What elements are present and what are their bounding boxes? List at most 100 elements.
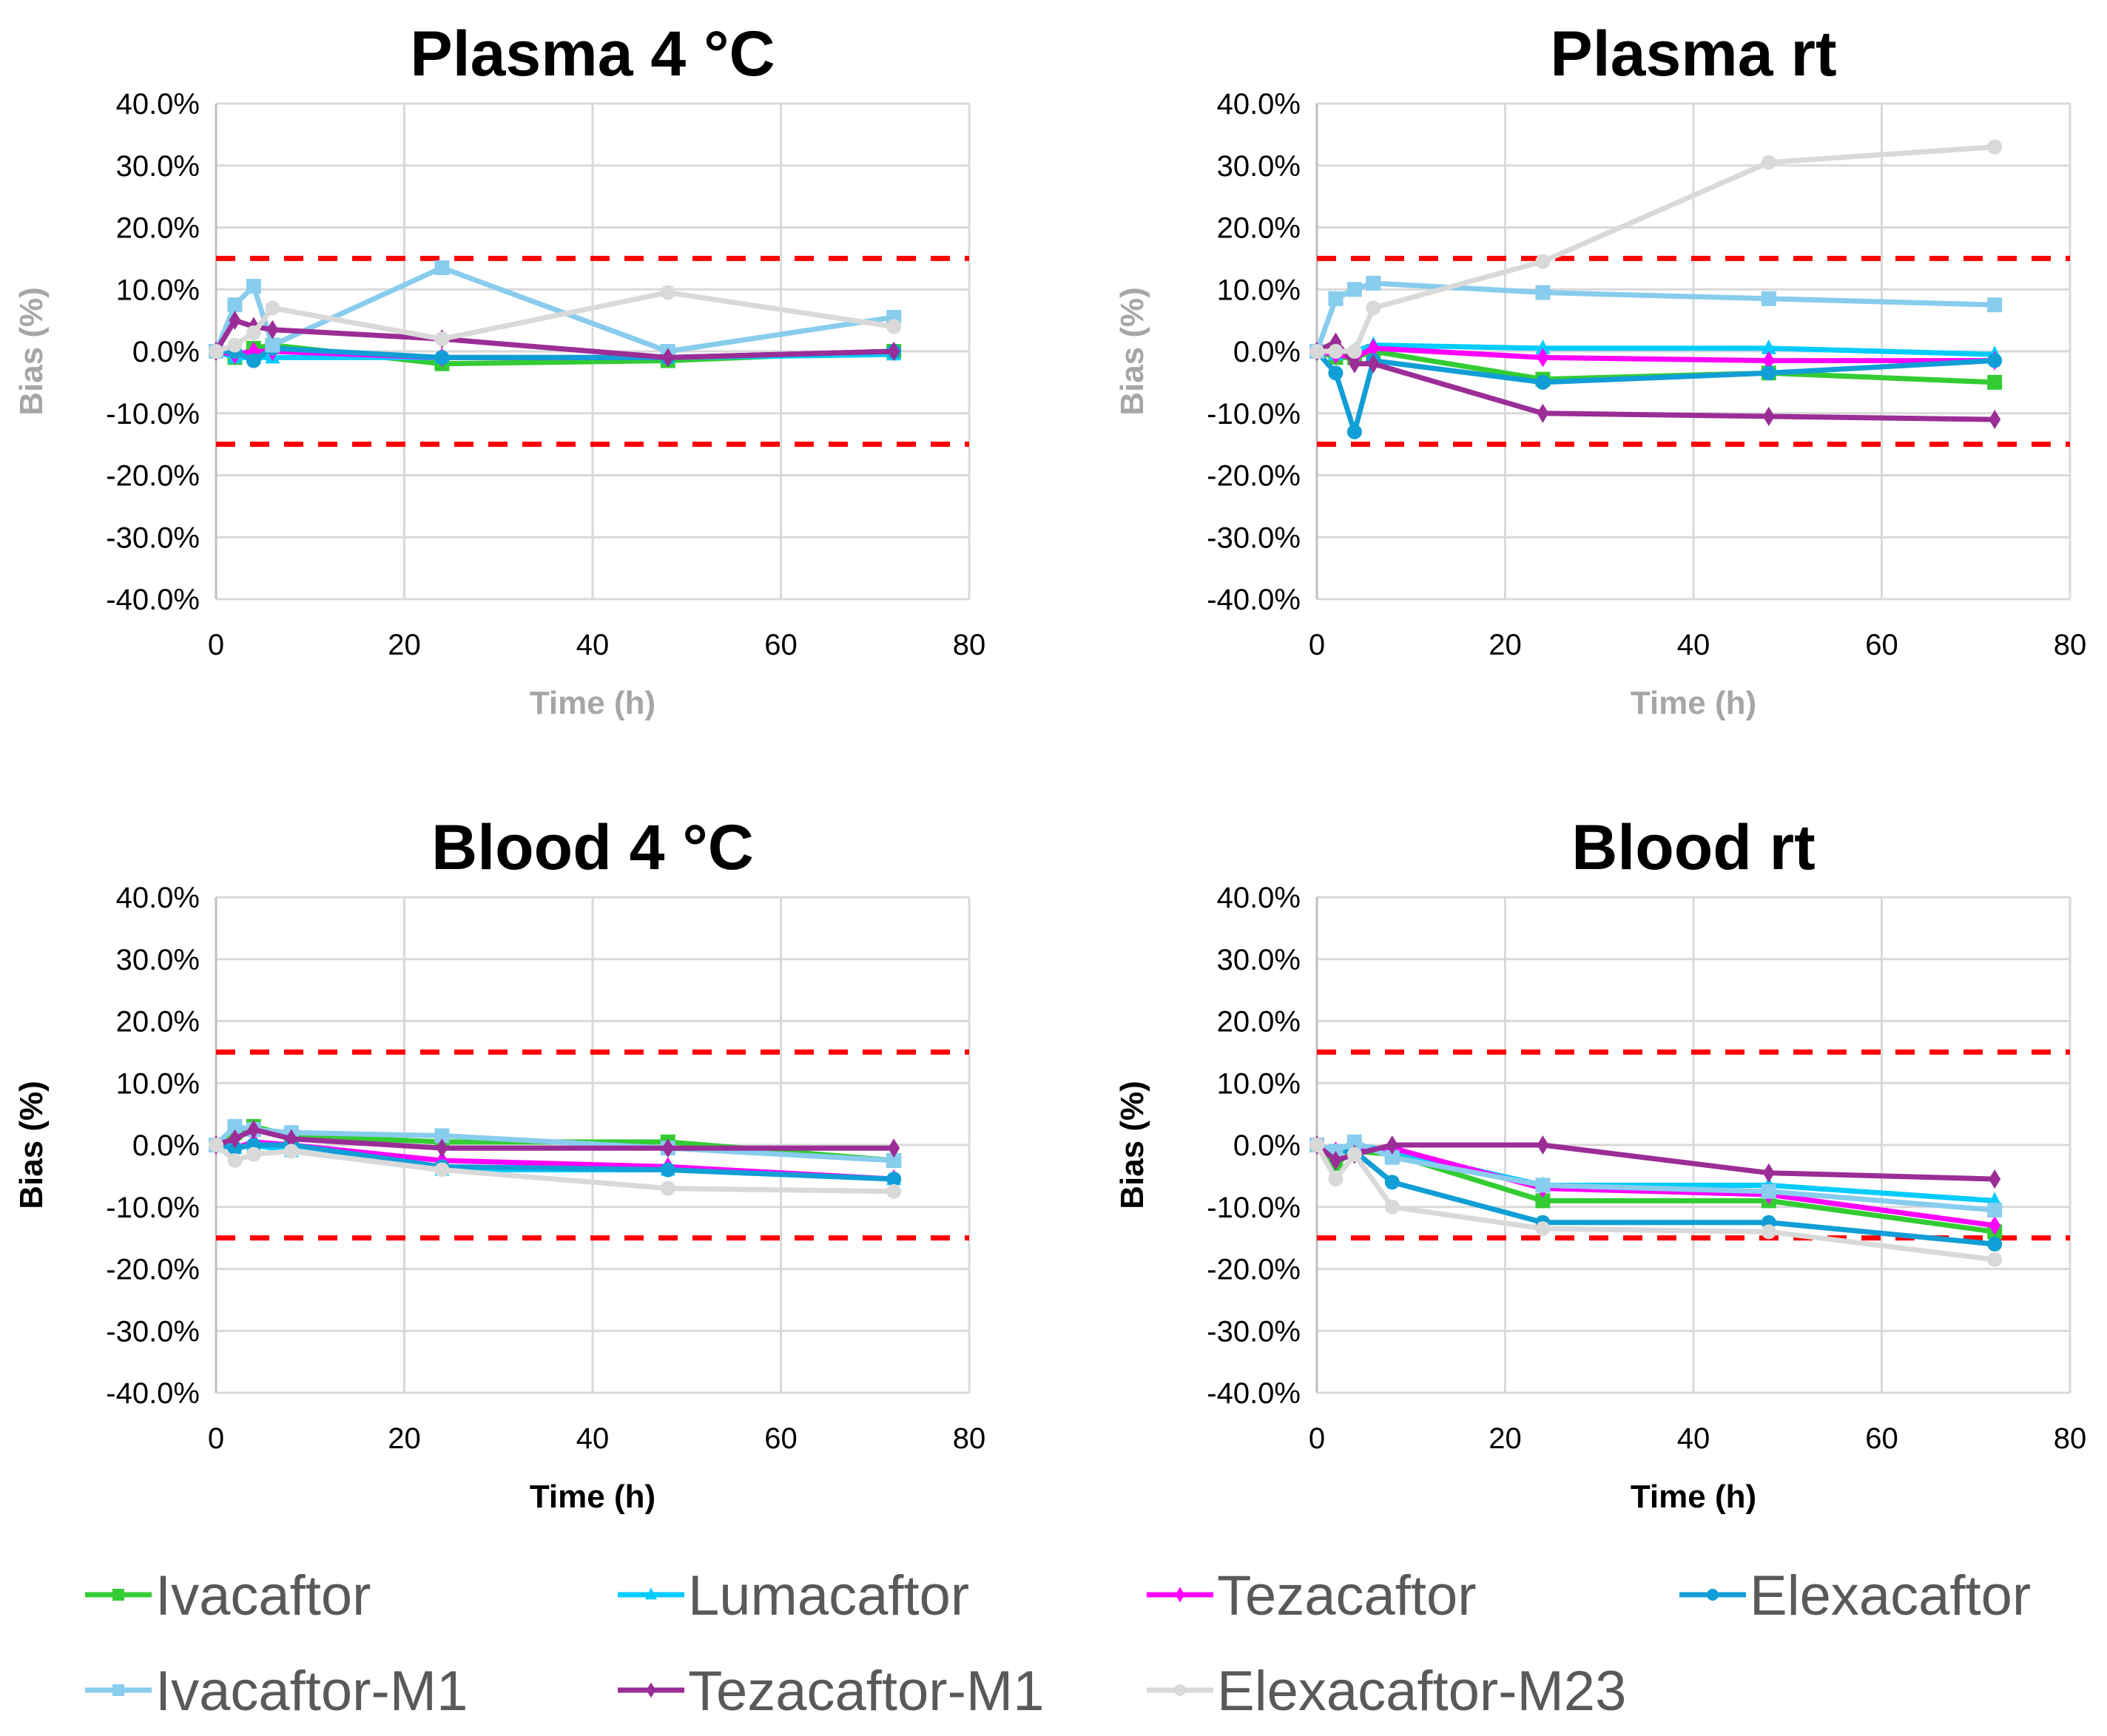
data-point <box>1989 1215 2001 1235</box>
x-tick-label: 80 <box>2054 629 2087 661</box>
y-tick-label: 0.0% <box>1233 336 1301 368</box>
series-Ivacaftor-M1 <box>209 1118 902 1168</box>
series-Tezacaftor-M1 <box>210 1120 900 1158</box>
x-tick-label: 0 <box>208 629 224 661</box>
data-point <box>1535 1193 1551 1209</box>
data-point <box>227 1118 243 1134</box>
y-tick-label: -20.0% <box>1207 1254 1301 1286</box>
series-Elexacaftor-M23 <box>1309 139 2003 359</box>
y-tick-label: 40.0% <box>116 882 200 914</box>
data-point <box>660 1162 675 1178</box>
data-point <box>1535 285 1551 300</box>
data-point <box>1346 282 1362 297</box>
x-axis-label: Time (h) <box>1631 1479 1756 1515</box>
chart-panel-1: Plasma rt -40.0% -30.0% -20.0% -10.0% 0.0% 10.… <box>1114 18 2086 721</box>
data-point <box>247 1120 260 1140</box>
legend-item: Ivacaftor <box>85 1564 371 1627</box>
chart-title: Blood 4 °C <box>431 812 754 883</box>
y-tick-label: 10.0% <box>116 1067 200 1100</box>
data-point <box>434 1128 450 1144</box>
x-tick-label: 20 <box>1489 629 1522 661</box>
x-tick-label: 60 <box>1865 629 1898 661</box>
y-tick-label: 30.0% <box>1217 150 1301 183</box>
data-point <box>229 311 241 331</box>
x-tick-label: 20 <box>388 629 421 661</box>
data-point <box>246 279 261 294</box>
data-point <box>1987 1252 2003 1267</box>
data-point <box>434 331 450 347</box>
data-point <box>229 1129 241 1149</box>
legend-marker <box>1175 1587 1185 1603</box>
data-point <box>265 337 280 353</box>
y-tick-label: -10.0% <box>1207 1192 1301 1224</box>
y-tick-label: -40.0% <box>1207 1377 1301 1410</box>
data-point <box>1535 1221 1551 1237</box>
data-point <box>266 320 279 340</box>
x-tick-label: 0 <box>1309 629 1325 661</box>
data-point <box>1537 348 1549 368</box>
y-axis-label: Bias (%) <box>13 287 50 416</box>
data-point <box>1761 291 1776 306</box>
legend-label: Ivacaftor-M1 <box>155 1660 468 1723</box>
x-tick-label: 40 <box>1677 629 1710 661</box>
x-tick-label: 40 <box>576 629 610 661</box>
y-axis-label: Bias (%) <box>1114 1081 1150 1209</box>
data-point <box>1328 344 1344 359</box>
data-point <box>1987 297 2003 313</box>
y-tick-label: 40.0% <box>1217 88 1301 121</box>
data-point <box>1989 410 2001 430</box>
series-Elexacaftor-M23 <box>209 1138 902 1199</box>
data-point <box>1346 344 1362 359</box>
chart-panel-0: Plasma 4 °C -40.0% -30.0% -20.0% -10.0% 0.0% 1… <box>13 18 985 721</box>
y-tick-label: -10.0% <box>1207 398 1301 430</box>
data-point <box>661 1138 674 1158</box>
legend-item: Elexacaftor-M23 <box>1147 1660 1626 1723</box>
y-tick-label: 0.0% <box>132 336 200 368</box>
data-point <box>1348 354 1361 374</box>
y-tick-label: 20.0% <box>116 212 200 245</box>
y-tick-label: -20.0% <box>1207 460 1301 493</box>
data-point <box>1367 354 1380 374</box>
y-axis-label: Bias (%) <box>1114 287 1150 416</box>
x-tick-label: 0 <box>208 1422 224 1455</box>
data-point <box>1989 1169 2001 1189</box>
legend-item: Tezacaftor-M1 <box>618 1660 1045 1723</box>
data-point <box>1309 344 1324 359</box>
data-point <box>246 1146 261 1162</box>
y-tick-label: 10.0% <box>116 274 200 306</box>
y-tick-label: 20.0% <box>116 1006 200 1038</box>
y-tick-label: -30.0% <box>1207 1315 1301 1348</box>
x-axis-label: Time (h) <box>530 685 655 721</box>
y-tick-label: 30.0% <box>116 944 200 976</box>
data-point <box>1366 275 1381 291</box>
data-point <box>1386 1135 1398 1155</box>
data-point <box>888 1138 900 1158</box>
legend-marker <box>112 1684 124 1696</box>
data-point <box>1762 406 1775 426</box>
data-point <box>661 348 674 368</box>
legend-marker <box>646 1682 656 1698</box>
legend-item: Tezacaftor <box>1147 1564 1477 1627</box>
data-point <box>1535 374 1551 390</box>
legend-label: Lumacaftor <box>688 1564 969 1627</box>
data-point <box>209 344 223 359</box>
data-point <box>1761 1183 1776 1199</box>
x-tick-label: 0 <box>1309 1422 1325 1455</box>
y-axis-label: Bias (%) <box>13 1081 50 1209</box>
data-point <box>1987 353 2003 368</box>
y-tick-label: 10.0% <box>1217 1067 1301 1100</box>
data-point <box>285 1129 297 1149</box>
x-tick-label: 80 <box>953 1422 986 1455</box>
data-point <box>1346 424 1362 439</box>
data-point <box>246 325 261 340</box>
data-point <box>886 1183 902 1199</box>
data-point <box>660 285 675 300</box>
x-tick-label: 40 <box>576 1422 610 1455</box>
data-point <box>1346 1134 1362 1149</box>
data-point <box>1987 139 2003 155</box>
data-point <box>1328 1172 1344 1187</box>
data-point <box>1761 155 1776 170</box>
data-point <box>1329 1150 1342 1170</box>
y-tick-label: -30.0% <box>106 1315 200 1348</box>
data-point <box>1384 1175 1400 1190</box>
